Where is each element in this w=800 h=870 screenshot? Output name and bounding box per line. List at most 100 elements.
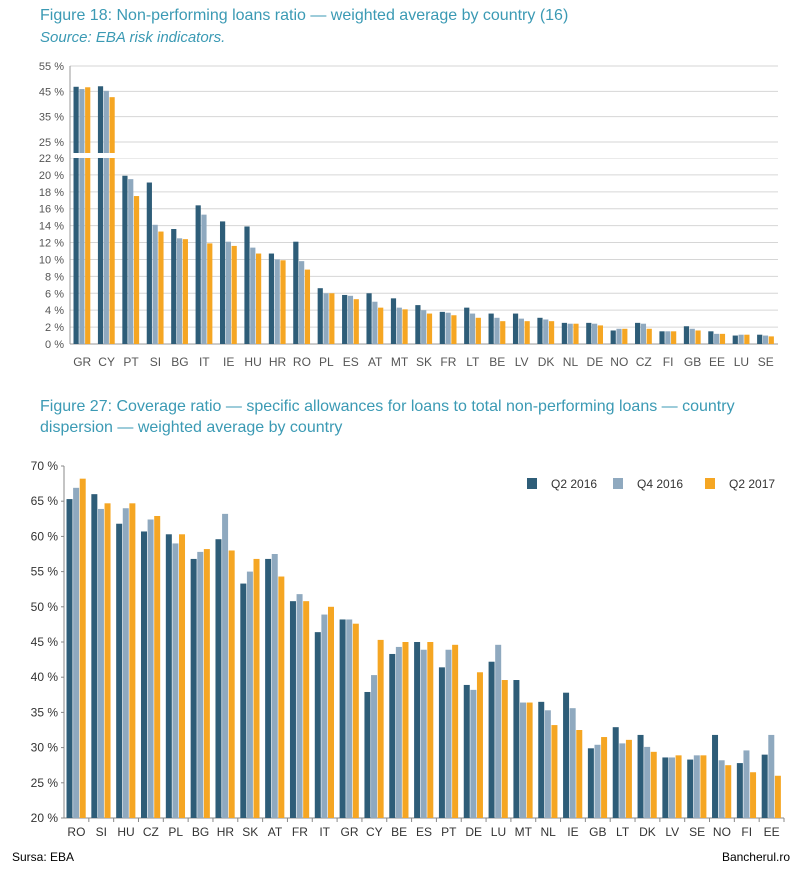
bar-pt-s1 xyxy=(122,175,128,344)
x-tick-label: FI xyxy=(663,355,674,369)
bar-sk-s1 xyxy=(240,583,247,818)
bar-lt-s2 xyxy=(619,743,626,818)
axis-break xyxy=(70,154,778,158)
bar-gr-s2-lower xyxy=(79,158,85,344)
bar-be-s2 xyxy=(395,646,402,818)
bar-ro-s3 xyxy=(304,269,311,344)
bar-lu-s1 xyxy=(732,335,738,344)
bar-lu-s1 xyxy=(488,661,495,818)
x-tick-label: ES xyxy=(416,825,432,839)
bar-at-s2 xyxy=(271,554,278,818)
bar-lv-s3 xyxy=(524,321,530,344)
bar-se-s1 xyxy=(687,759,694,818)
bar-dk-s2 xyxy=(543,319,549,344)
figure-27-title-text: Coverage ratio — specific allowances for… xyxy=(40,398,735,436)
bar-fi-s1 xyxy=(736,763,743,818)
bar-at-s3 xyxy=(378,307,384,344)
x-tick-label: BE xyxy=(489,355,505,369)
x-tick-label: SI xyxy=(96,825,107,839)
bar-at-s2 xyxy=(372,301,378,344)
bar-cy-s1 xyxy=(364,691,371,818)
bar-si-s1 xyxy=(91,494,98,818)
y-tick-label: 0 % xyxy=(45,339,64,351)
bar-hu-s3 xyxy=(256,253,262,344)
bar-hr-s2 xyxy=(222,513,229,818)
x-tick-label: FR xyxy=(292,825,308,839)
bar-gr-s2 xyxy=(346,619,353,818)
bar-nl-s2 xyxy=(567,323,573,344)
y-tick-label: 35 % xyxy=(39,112,64,124)
x-tick-label: HU xyxy=(244,355,261,369)
bar-pt-s3 xyxy=(452,644,459,818)
bar-it-s3 xyxy=(327,606,334,818)
bar-be-s1 xyxy=(488,313,494,344)
x-tick-label: LU xyxy=(491,825,506,839)
bar-es-s1 xyxy=(414,642,421,818)
legend-swatch-s3 xyxy=(705,478,715,489)
bar-dk-s2 xyxy=(644,746,651,818)
bar-bg-s3 xyxy=(203,549,210,818)
bar-sk-s1 xyxy=(415,305,421,344)
y-tick-label: 18 % xyxy=(39,187,64,199)
bar-se-s3 xyxy=(768,336,774,344)
bar-es-s2 xyxy=(420,649,427,818)
x-tick-label: IE xyxy=(223,355,234,369)
bar-lt-s3 xyxy=(475,317,481,344)
bar-cz-s3 xyxy=(646,328,652,344)
y-tick-label: 25 % xyxy=(39,137,64,149)
brand-label: Bancherul.ro xyxy=(721,850,790,864)
bar-gb-s2 xyxy=(594,744,601,818)
bar-se-s2 xyxy=(693,755,700,818)
bar-lt-s1 xyxy=(612,727,619,818)
bar-sk-s3 xyxy=(426,313,433,344)
x-tick-label: SE xyxy=(689,825,705,839)
x-tick-label: NL xyxy=(563,355,579,369)
bar-cy-s3 xyxy=(109,97,115,153)
x-tick-label: ES xyxy=(343,355,359,369)
bar-sk-s2 xyxy=(246,571,253,818)
bar-at-s1 xyxy=(265,558,272,818)
x-tick-label: HU xyxy=(117,825,134,839)
bar-ie-s3 xyxy=(231,245,237,344)
bar-cz-s2 xyxy=(640,323,647,344)
y-tick-label: 35 % xyxy=(31,705,59,719)
bar-fi-s2 xyxy=(743,750,750,818)
bar-gr-s1 xyxy=(339,619,346,818)
bar-si-s3 xyxy=(104,503,111,818)
bar-gr-s1 xyxy=(73,86,79,153)
bar-ee-s1 xyxy=(761,754,768,818)
bar-dk-s1 xyxy=(637,734,644,818)
x-tick-label: IT xyxy=(319,825,330,839)
bar-lv-s2 xyxy=(668,757,675,818)
bar-nl-s3 xyxy=(551,725,558,818)
x-tick-label: MT xyxy=(515,825,533,839)
x-tick-label: LU xyxy=(734,355,749,369)
bar-hu-s1 xyxy=(244,226,250,344)
bar-mt-s2 xyxy=(396,307,402,344)
bar-hr-s1 xyxy=(268,253,275,344)
bar-pl-s3 xyxy=(329,293,335,344)
bar-no-s1 xyxy=(712,734,719,818)
bar-lt-s2 xyxy=(469,313,476,344)
bar-cz-s2 xyxy=(147,519,154,818)
bar-gr-s2 xyxy=(79,89,85,153)
bar-lt-s3 xyxy=(625,739,632,818)
bar-it-s1 xyxy=(195,205,201,344)
bar-ee-s3 xyxy=(774,775,781,818)
legend-swatch-s2 xyxy=(613,478,623,489)
bar-fi-s3 xyxy=(671,331,677,344)
bar-ie-s1 xyxy=(563,692,570,818)
bar-fr-s2 xyxy=(445,312,451,344)
bar-ro-s1 xyxy=(293,241,299,344)
bar-dk-s3 xyxy=(548,321,555,344)
bar-fr-s3 xyxy=(303,601,310,818)
bar-no-s2 xyxy=(718,760,725,818)
y-tick-label: 25 % xyxy=(31,776,59,790)
bar-mt-s1 xyxy=(513,680,520,818)
bar-lv-s2 xyxy=(518,318,524,344)
y-tick-label: 55 % xyxy=(31,565,59,579)
y-tick-label: 55 % xyxy=(39,61,64,73)
x-tick-label: PL xyxy=(319,355,334,369)
figure-18-title: Figure 18: Non-performing loans ratio — … xyxy=(40,7,568,25)
bar-ie-s2 xyxy=(569,708,576,818)
